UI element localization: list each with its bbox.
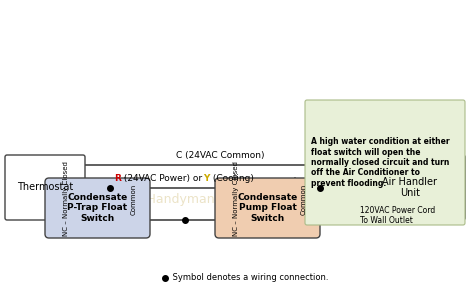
Text: (Cooling): (Cooling)	[210, 174, 254, 183]
Text: R: R	[114, 174, 121, 183]
Text: Air Handler
Unit: Air Handler Unit	[383, 177, 438, 198]
Text: Thermostat: Thermostat	[17, 183, 73, 193]
FancyBboxPatch shape	[355, 155, 465, 220]
Text: Condensate
P-Trap Float
Switch: Condensate P-Trap Float Switch	[67, 193, 128, 223]
Text: A high water condition at either
float switch will open the
normally closed circ: A high water condition at either float s…	[311, 137, 450, 188]
Text: © HandymanHow: © HandymanHow	[130, 193, 242, 207]
Text: C (24VAC Common): C (24VAC Common)	[176, 151, 264, 160]
FancyBboxPatch shape	[45, 178, 150, 238]
Text: Symbol denotes a wiring connection.: Symbol denotes a wiring connection.	[170, 273, 328, 282]
Text: 120VAC Power Cord
To Wall Outlet: 120VAC Power Cord To Wall Outlet	[360, 206, 435, 225]
Text: Condensate
Pump Float
Switch: Condensate Pump Float Switch	[237, 193, 298, 223]
Text: Common: Common	[131, 183, 137, 215]
FancyBboxPatch shape	[5, 155, 85, 220]
Text: (24VAC Power) or: (24VAC Power) or	[121, 174, 205, 183]
Text: Y: Y	[203, 174, 210, 183]
FancyBboxPatch shape	[215, 178, 320, 238]
FancyBboxPatch shape	[305, 100, 465, 225]
Text: Common: Common	[301, 183, 307, 215]
Text: NC – Normally Closed: NC – Normally Closed	[233, 161, 239, 236]
Text: NC – Normally Closed: NC – Normally Closed	[63, 161, 69, 236]
